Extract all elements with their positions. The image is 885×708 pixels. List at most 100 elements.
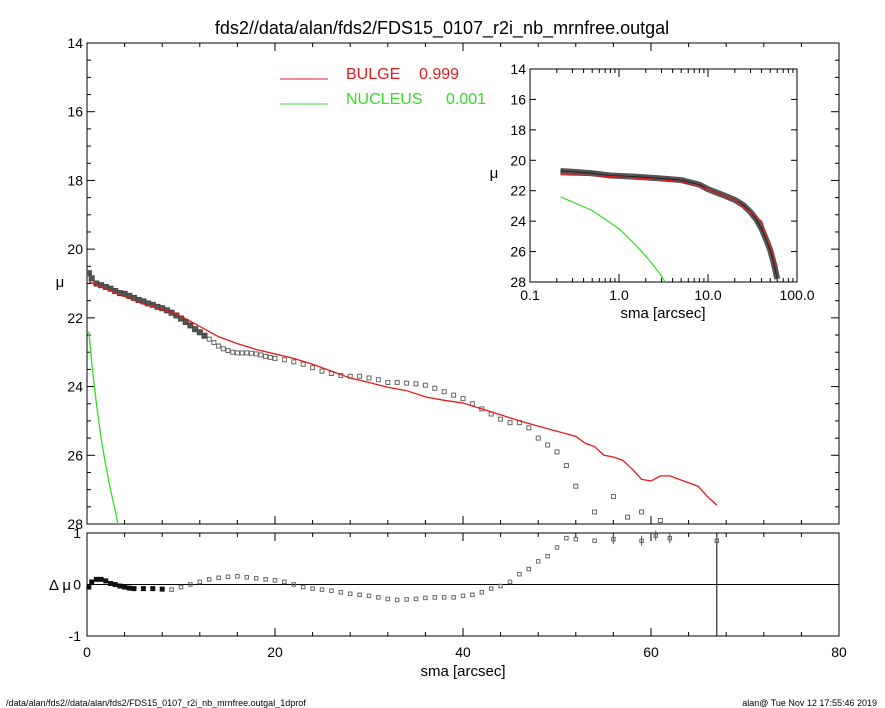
inset-y-tick-label: 28	[510, 274, 526, 290]
residual-point	[131, 586, 137, 592]
residual-point	[178, 584, 184, 590]
data-point	[460, 396, 466, 402]
main-y-tick-label: 28	[67, 516, 83, 532]
inset-series-group	[560, 167, 781, 282]
residual-x-tick-label: 0	[83, 644, 91, 660]
residual-point	[441, 595, 447, 600]
residual-point	[554, 545, 560, 550]
residual-point	[470, 592, 475, 598]
inset-x-tick-label: 10.0	[694, 287, 721, 303]
residual-y-axis-label: Δ μ	[49, 577, 71, 594]
data-point	[281, 357, 287, 363]
residual-point	[545, 553, 550, 559]
residual-x-tick-label: 80	[831, 644, 847, 660]
main-y-tick-label: 18	[67, 172, 83, 188]
main-series-group	[87, 270, 718, 524]
inset-y-tick-label: 24	[510, 213, 526, 229]
residual-point	[310, 586, 315, 591]
data-point	[249, 350, 254, 356]
data-point	[87, 270, 92, 277]
data-point	[610, 494, 616, 500]
data-point	[657, 518, 663, 524]
residual-point	[282, 579, 287, 585]
residual-point	[488, 586, 494, 591]
residual-point	[329, 588, 334, 593]
residual-point	[460, 593, 466, 599]
residual-point	[103, 578, 109, 584]
data-point	[267, 354, 273, 360]
data-point	[526, 425, 532, 431]
residual-y-tick-label: 1	[73, 525, 81, 541]
residual-point	[479, 589, 485, 595]
data-point	[394, 379, 400, 385]
main-x-ticks	[86, 43, 840, 524]
residual-point	[86, 584, 92, 590]
residual-point	[385, 596, 391, 602]
residual-x-tick-label: 20	[267, 644, 283, 660]
data-point	[451, 392, 457, 398]
residual-point	[319, 587, 325, 592]
inset-x-tick-label: 100.0	[779, 287, 814, 303]
data-point	[300, 361, 306, 367]
main-series	[87, 270, 718, 524]
residual-point	[300, 584, 306, 590]
residual-point	[357, 592, 362, 598]
main-y-tick-label: 14	[67, 35, 83, 51]
residual-point	[197, 579, 203, 585]
data-point	[563, 463, 569, 469]
data-point	[441, 389, 447, 395]
inset-y-tick-label: 26	[510, 244, 526, 260]
residual-y-tick-label: -1	[69, 628, 82, 644]
residual-point	[122, 584, 128, 590]
residual-x-axis-label: sma [arcsec]	[420, 663, 505, 680]
data-point	[554, 449, 560, 455]
data-point	[234, 350, 240, 356]
data-point	[239, 350, 245, 356]
data-point	[291, 359, 297, 365]
residual-point	[517, 571, 522, 577]
data-point	[319, 368, 325, 374]
data-point	[357, 373, 363, 379]
data-point	[88, 275, 95, 282]
residual-point	[272, 578, 278, 583]
residual-point	[432, 595, 438, 600]
legend-nucleus-value: 0.001	[446, 91, 486, 108]
data-point	[258, 352, 264, 358]
data-point	[244, 350, 250, 356]
legend-bulge-value: 0.999	[419, 66, 459, 83]
inset-y-tick-label: 16	[510, 91, 526, 107]
residual-point	[263, 577, 268, 582]
residual-point	[244, 575, 250, 580]
residual-point	[253, 576, 259, 581]
main-y-ticks: 14 16 18 20 22 24 26 28	[67, 35, 839, 532]
legend: BULGE 0.999 NUCLEUS 0.001	[280, 66, 486, 108]
residual-point	[291, 582, 297, 587]
inset-y-axis-label: μ	[490, 165, 499, 182]
main-panel: μ 14 16 18 20 22 24 26 28 BULGE 0.999 NUCLEUS 0…	[56, 35, 840, 532]
data-point	[220, 346, 226, 352]
data-point	[545, 442, 551, 448]
residual-point	[498, 583, 503, 589]
data-point	[366, 375, 372, 381]
inset-bulge-line	[560, 174, 778, 267]
inset-series	[560, 167, 781, 282]
residual-x-ticks: 0 20 40 60 80	[83, 533, 847, 660]
residual-x-tick-label: 60	[643, 644, 659, 660]
inset-panel: μ sma [arcsec] 14 16 18 20 22 24 26 28 0.1 1.0 10…	[490, 61, 815, 322]
inset-nucleus-line	[560, 196, 666, 282]
residual-point	[108, 580, 113, 586]
bulge-model-line	[88, 281, 718, 506]
data-point	[187, 322, 194, 329]
inset-y-tick-label: 22	[510, 183, 526, 199]
data-point	[498, 416, 504, 422]
data-point	[206, 336, 212, 342]
inset-x-tick-label: 0.1	[520, 287, 540, 303]
legend-nucleus-name: NUCLEUS	[346, 91, 422, 108]
residual-point	[188, 582, 193, 587]
residual-point	[535, 559, 541, 564]
main-y-tick-label: 24	[67, 379, 83, 395]
residual-point	[112, 582, 118, 587]
data-point	[639, 509, 645, 515]
inset-y-tick-label: 20	[510, 152, 526, 168]
